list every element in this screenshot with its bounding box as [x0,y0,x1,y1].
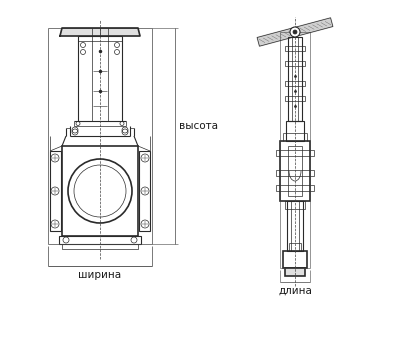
Bar [288,37,302,121]
Bar [285,201,305,209]
Bar [59,236,141,244]
Bar [50,151,61,231]
Polygon shape [294,18,333,36]
Text: ширина: ширина [78,270,122,280]
Bar [285,81,305,86]
Text: высота: высота [179,121,218,131]
Polygon shape [257,28,296,46]
Bar [62,146,138,236]
Text: длина: длина [278,286,312,296]
Bar [289,243,301,251]
Bar [280,141,310,201]
Bar [276,170,314,176]
Circle shape [290,27,300,37]
Bar [283,251,307,268]
Bar [276,185,314,191]
Circle shape [293,30,297,34]
Bar [288,146,302,196]
Bar [285,46,305,51]
Bar [286,121,304,141]
Bar [62,244,138,249]
Bar [285,96,305,101]
Bar [287,201,303,251]
Bar [276,150,314,156]
Bar [285,268,305,276]
Bar [285,61,305,66]
Polygon shape [60,28,140,36]
Bar [139,151,150,231]
